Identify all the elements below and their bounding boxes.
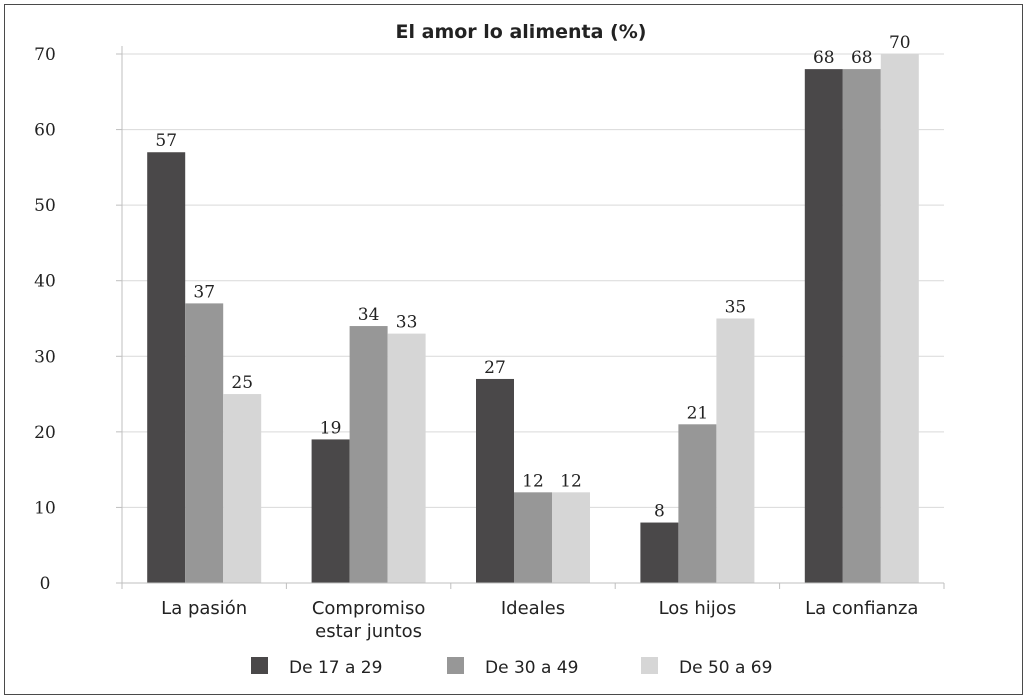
y-tick-label: 40 [34,272,56,292]
bar [842,69,881,584]
data-label: 19 [320,418,342,438]
bar [804,69,843,584]
bar [147,152,186,583]
bar [640,522,679,583]
legend-label: De 50 a 69 [679,658,772,678]
y-tick-label: 0 [40,574,51,594]
bar [311,439,350,583]
legend-swatch [447,657,464,674]
x-tick-label: Ideales [501,598,565,619]
bar [678,424,717,583]
data-label: 33 [396,313,418,333]
y-tick-label: 60 [34,121,56,141]
bars [147,54,919,584]
y-axis: 0 10 20 30 40 50 60 70 [34,45,123,594]
bar [349,326,388,583]
legend-swatch [251,657,268,674]
legend-swatch [641,657,658,674]
data-label: 57 [155,131,177,151]
data-label: 21 [687,403,709,423]
data-label: 34 [358,305,380,325]
data-label: 35 [725,298,747,318]
bar [476,378,514,583]
bar [716,318,755,583]
legend: De 17 a 29 De 30 a 49 De 50 a 69 [251,657,772,678]
data-label: 68 [851,48,873,68]
y-tick-label: 20 [34,423,56,443]
x-tick-label: Compromiso [312,598,425,619]
data-labels: 57 37 25 19 34 33 27 12 12 8 21 35 68 68 70 [155,33,910,522]
legend-label: De 30 a 49 [485,658,578,678]
data-label: 27 [484,358,506,378]
bar [514,492,552,583]
chart-title: El amor lo alimenta (%) [396,21,647,43]
x-tick-label: La confianza [805,598,918,619]
bar [387,333,426,583]
data-label: 12 [560,471,582,491]
data-label: 70 [889,33,911,53]
bar [223,394,262,583]
y-tick-label: 10 [34,498,56,518]
legend-label: De 17 a 29 [289,658,382,678]
data-label: 37 [193,282,215,302]
x-tick-label: La pasión [161,598,247,619]
data-label: 8 [654,502,665,522]
data-label: 12 [522,471,544,491]
bar [552,492,590,583]
bar [880,54,919,583]
x-tick-label: estar juntos [315,621,422,642]
x-tick-label: Los hijos [659,598,737,619]
y-tick-label: 30 [34,347,56,367]
bar [185,303,224,583]
data-label: 68 [813,48,835,68]
y-tick-label: 50 [34,196,56,216]
y-tick-label: 70 [34,45,56,65]
data-label: 25 [231,373,253,393]
